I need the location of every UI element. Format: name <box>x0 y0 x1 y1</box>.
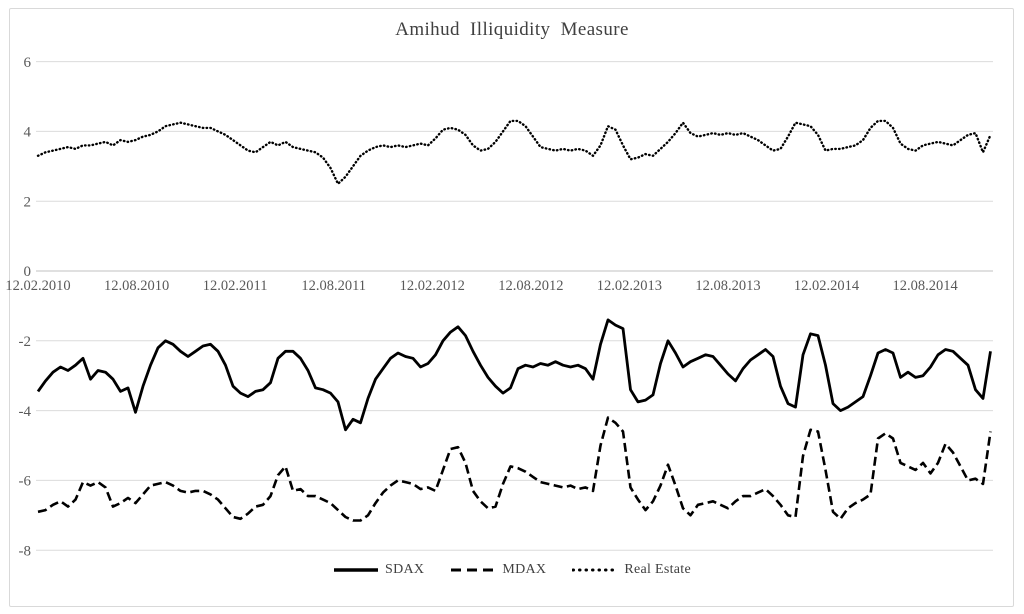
x-tick-label: 12.08.2014 <box>892 278 958 294</box>
y-tick-label: -2 <box>19 334 32 350</box>
legend-item-real-estate: Real Estate <box>572 562 691 578</box>
legend-label: SDAX <box>385 562 425 577</box>
y-tick-label: 0 <box>24 264 32 280</box>
legend-label: Real Estate <box>624 562 691 577</box>
y-tick-label: -8 <box>19 543 32 559</box>
x-tick-label: 12.08.2012 <box>498 278 563 294</box>
x-tick-label: 12.02.2010 <box>5 278 70 294</box>
dotted-line-swatch-icon <box>572 568 619 572</box>
x-tick-label: 12.02.2014 <box>794 278 860 294</box>
y-tick-label: 6 <box>24 55 32 71</box>
x-tick-label: 12.08.2011 <box>301 278 366 294</box>
chart-title: Amihud Illiquidity Measure <box>395 19 629 40</box>
legend-label: MDAX <box>502 562 547 577</box>
chart-legend: SDAX MDAX Real Estate <box>0 562 1024 578</box>
x-tick-label: 12.08.2013 <box>695 278 760 294</box>
solid-line-swatch-icon <box>334 568 378 572</box>
y-tick-label: 2 <box>24 194 32 210</box>
series-line-real-estate <box>36 119 992 185</box>
x-tick-label: 12.08.2010 <box>104 278 169 294</box>
series-line-mdax <box>37 416 992 522</box>
x-tick-label: 12.02.2011 <box>203 278 268 294</box>
legend-item-sdax: SDAX <box>333 562 424 578</box>
x-tick-label: 12.02.2012 <box>400 278 465 294</box>
x-tick-label: 12.02.2013 <box>597 278 662 294</box>
series-line-sdax <box>36 318 992 432</box>
chart-frame-border <box>9 8 1014 607</box>
y-tick-label: 4 <box>24 125 32 141</box>
y-tick-label: -6 <box>19 474 32 490</box>
y-tick-label: -4 <box>19 404 32 420</box>
legend-item-mdax: MDAX <box>450 562 546 578</box>
dashed-line-swatch-icon <box>451 568 496 572</box>
